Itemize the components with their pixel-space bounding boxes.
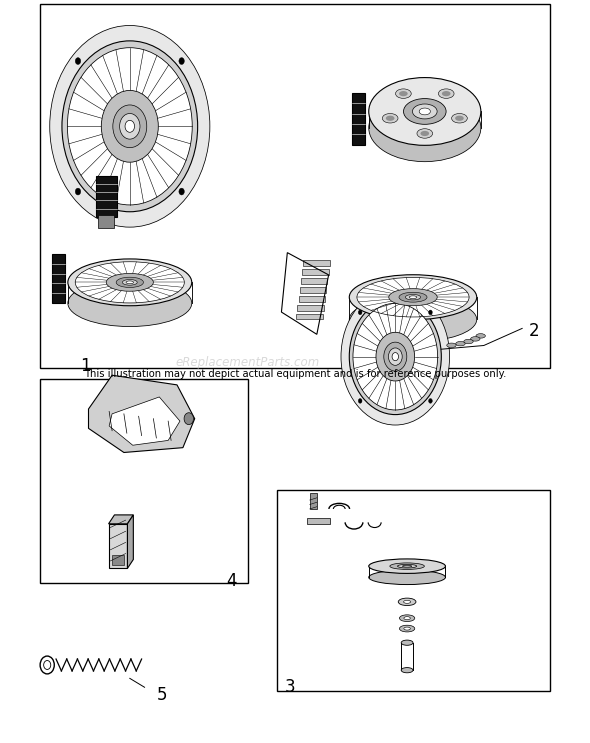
Text: 1: 1	[80, 357, 91, 374]
Polygon shape	[109, 397, 180, 445]
Ellipse shape	[357, 277, 469, 317]
Ellipse shape	[386, 116, 395, 121]
Ellipse shape	[382, 114, 398, 123]
Bar	[98, 215, 114, 228]
Bar	[40, 379, 248, 583]
Ellipse shape	[68, 259, 192, 306]
Ellipse shape	[476, 334, 486, 338]
Circle shape	[428, 310, 432, 315]
Circle shape	[392, 353, 398, 360]
Bar	[297, 305, 324, 311]
Bar	[307, 518, 330, 524]
Ellipse shape	[369, 77, 481, 146]
Ellipse shape	[417, 129, 432, 138]
Bar	[112, 555, 124, 565]
Ellipse shape	[404, 99, 446, 124]
Ellipse shape	[447, 343, 456, 348]
Circle shape	[428, 398, 432, 403]
Bar	[299, 296, 325, 302]
Bar	[300, 287, 326, 293]
Circle shape	[353, 303, 438, 410]
Circle shape	[179, 58, 184, 65]
Ellipse shape	[76, 262, 184, 303]
Ellipse shape	[399, 292, 427, 302]
Ellipse shape	[405, 294, 421, 300]
Circle shape	[67, 48, 192, 205]
Ellipse shape	[412, 104, 437, 119]
Ellipse shape	[421, 131, 429, 136]
Circle shape	[62, 41, 198, 212]
Circle shape	[101, 91, 158, 162]
Ellipse shape	[401, 667, 413, 673]
Bar	[96, 176, 117, 217]
Ellipse shape	[464, 340, 473, 344]
Ellipse shape	[68, 280, 192, 327]
Bar	[52, 254, 65, 303]
Ellipse shape	[404, 617, 410, 620]
Bar	[303, 260, 330, 266]
Ellipse shape	[404, 600, 411, 603]
Ellipse shape	[409, 296, 417, 299]
Circle shape	[376, 332, 415, 381]
Circle shape	[179, 188, 184, 195]
Circle shape	[120, 114, 140, 139]
Text: eReplacementParts.com: eReplacementParts.com	[176, 356, 320, 369]
Ellipse shape	[349, 275, 477, 319]
Text: 4: 4	[226, 572, 237, 590]
Ellipse shape	[122, 279, 137, 285]
Bar	[301, 278, 327, 284]
Ellipse shape	[455, 342, 465, 346]
Ellipse shape	[369, 570, 445, 585]
Polygon shape	[109, 515, 133, 524]
Ellipse shape	[399, 91, 408, 97]
Polygon shape	[88, 375, 195, 452]
Ellipse shape	[398, 565, 417, 568]
Text: 3: 3	[285, 678, 296, 696]
Ellipse shape	[116, 277, 143, 288]
Ellipse shape	[401, 640, 413, 645]
Ellipse shape	[442, 91, 451, 97]
Bar	[277, 490, 550, 691]
Circle shape	[76, 188, 81, 195]
Circle shape	[358, 310, 362, 315]
Ellipse shape	[398, 598, 416, 606]
Bar	[310, 493, 317, 509]
Ellipse shape	[471, 337, 480, 341]
Ellipse shape	[126, 281, 133, 284]
Ellipse shape	[369, 559, 445, 574]
Ellipse shape	[451, 114, 467, 123]
Text: 2: 2	[529, 322, 539, 340]
Text: 5: 5	[157, 686, 168, 704]
Circle shape	[125, 120, 135, 132]
Bar	[40, 4, 550, 368]
Ellipse shape	[419, 108, 431, 115]
Ellipse shape	[369, 94, 481, 162]
Circle shape	[388, 348, 402, 366]
Circle shape	[358, 398, 362, 403]
Ellipse shape	[404, 627, 410, 630]
Ellipse shape	[389, 289, 437, 305]
Circle shape	[76, 58, 81, 65]
Ellipse shape	[399, 615, 415, 621]
Bar	[109, 524, 127, 568]
Circle shape	[50, 25, 210, 227]
Ellipse shape	[455, 116, 464, 121]
Circle shape	[384, 342, 407, 371]
Ellipse shape	[402, 565, 412, 567]
Circle shape	[113, 105, 147, 148]
Ellipse shape	[399, 626, 415, 632]
Text: This illustration may not depict actual equipment and is for reference purposes : This illustration may not depict actual …	[84, 369, 506, 379]
Circle shape	[349, 299, 441, 415]
Bar	[302, 269, 329, 275]
Ellipse shape	[390, 563, 424, 569]
Ellipse shape	[438, 89, 454, 98]
Ellipse shape	[349, 297, 477, 342]
Ellipse shape	[106, 273, 153, 291]
Bar	[296, 314, 323, 319]
Ellipse shape	[395, 89, 411, 98]
Circle shape	[341, 288, 450, 425]
Circle shape	[184, 413, 194, 425]
Polygon shape	[127, 515, 133, 568]
Bar	[352, 93, 365, 145]
